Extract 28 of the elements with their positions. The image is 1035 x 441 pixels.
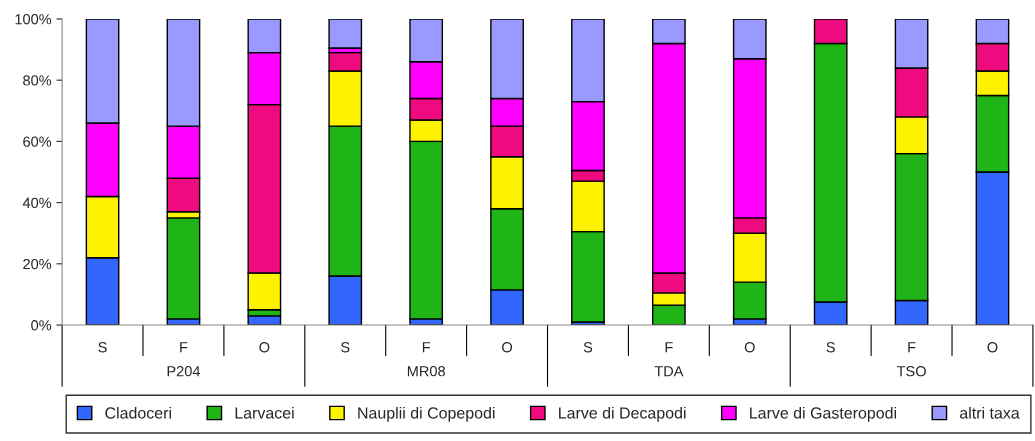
text: TSO bbox=[896, 366, 926, 377]
y-tick-label: 0% bbox=[31, 320, 52, 331]
x-tick-label: O bbox=[502, 342, 513, 353]
x-tick-label: F bbox=[908, 342, 916, 353]
y-tick-label: 100% bbox=[15, 14, 52, 25]
legend-label: Larvacei bbox=[235, 406, 294, 419]
x-tick-label: O bbox=[259, 342, 270, 353]
y-tick-label: 60% bbox=[23, 136, 52, 147]
x-tick-label: F bbox=[665, 342, 673, 353]
x-tick-label: O bbox=[744, 342, 755, 353]
text: TDA bbox=[654, 366, 684, 377]
legend-label: altri taxa bbox=[960, 406, 1020, 419]
legend-label: Cladoceri bbox=[105, 406, 171, 419]
text: MR08 bbox=[407, 366, 445, 377]
x-tick-label: S bbox=[583, 342, 593, 353]
x-tick-label: O bbox=[987, 342, 998, 353]
legend-label: Larve di Gasteropodi bbox=[750, 406, 896, 422]
y-tick-label: 80% bbox=[23, 75, 52, 86]
x-tick-label: S bbox=[341, 342, 350, 353]
x-tick-label: S bbox=[98, 342, 107, 353]
x-tick-label: F bbox=[422, 342, 431, 353]
legend-label: Larve di Decapodi bbox=[559, 406, 686, 422]
legend-label: Nauplii di Copepodi bbox=[358, 406, 495, 422]
text: P204 bbox=[167, 366, 201, 377]
x-tick-label: F bbox=[180, 342, 188, 353]
y-tick-label: 20% bbox=[23, 258, 52, 270]
y-tick-label: 40% bbox=[22, 197, 52, 209]
x-tick-label: S bbox=[826, 342, 835, 353]
